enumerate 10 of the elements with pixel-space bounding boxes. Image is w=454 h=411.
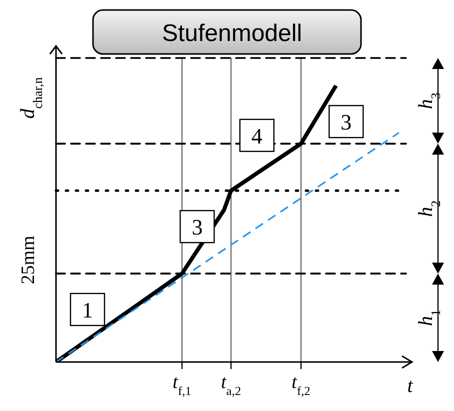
annotation: 1 <box>82 297 93 322</box>
x-tick-label: t$_{f,2}$ <box>292 372 310 398</box>
annotation: 3 <box>192 214 203 240</box>
x-tick-label: t$_{f,1}$ <box>172 372 192 398</box>
x-tick-label: t$_{a,2}$ <box>220 372 242 398</box>
text: 25mm <box>18 236 39 284</box>
annotation: 3 <box>340 110 352 135</box>
chart-title: Stufenmodell <box>162 20 302 47</box>
annotation: 4 <box>251 123 262 148</box>
x-axis-title: t <box>407 375 414 397</box>
